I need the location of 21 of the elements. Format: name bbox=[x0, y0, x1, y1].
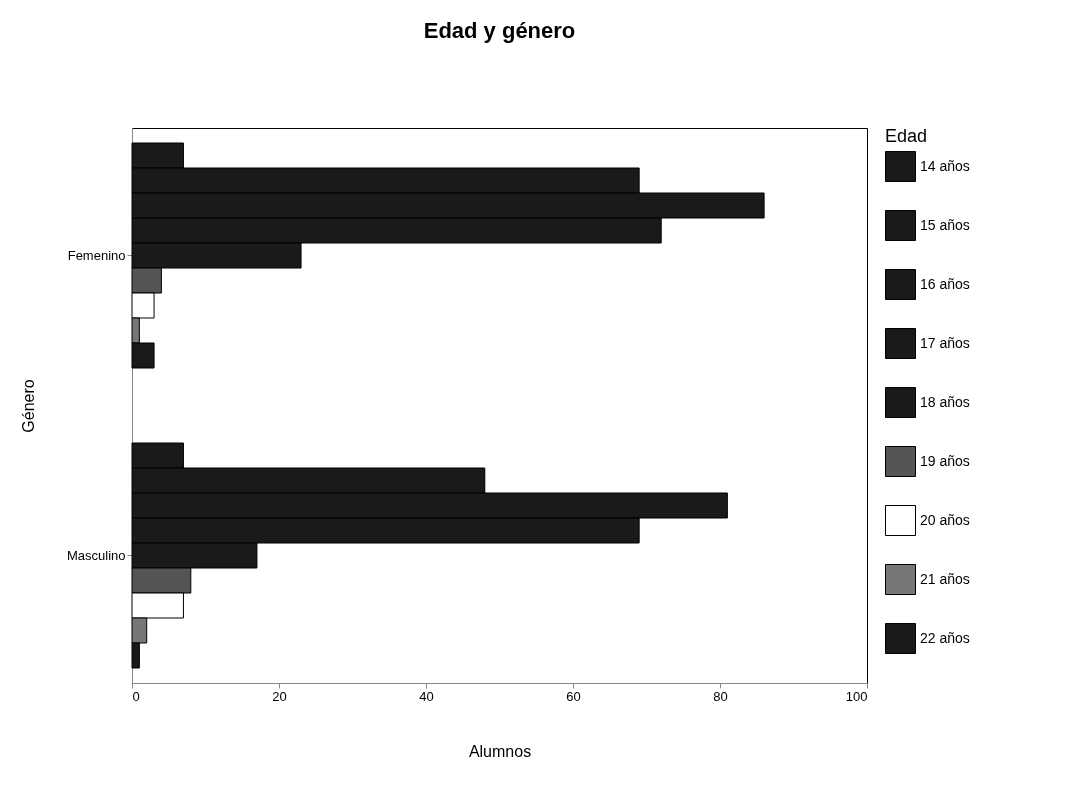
x-tick-label: 80 bbox=[713, 688, 728, 704]
x-tick-label: 100 bbox=[845, 688, 868, 704]
x-axis-title: Alumnos bbox=[468, 742, 532, 760]
x-tick-label: 40 bbox=[419, 688, 434, 704]
legend-label: 22 años bbox=[920, 629, 970, 646]
legend-label: 18 años bbox=[920, 393, 970, 410]
x-tick-label: 20 bbox=[272, 688, 287, 704]
chart-title: Edad y género bbox=[423, 18, 576, 43]
x-tick-label: 60 bbox=[566, 688, 581, 704]
legend-label: 19 años bbox=[920, 452, 970, 469]
x-tick-label: 0 bbox=[132, 688, 140, 704]
y-tick-label: Masculino bbox=[66, 547, 126, 563]
y-tick-label: Femenino bbox=[67, 247, 126, 263]
legend-label: 21 años bbox=[920, 570, 970, 587]
y-axis-title: Género bbox=[19, 379, 37, 433]
legend-label: 14 años bbox=[920, 157, 970, 174]
legend-label: 15 años bbox=[920, 216, 970, 233]
legend-label: 16 años bbox=[920, 275, 970, 292]
legend-title: Edad bbox=[885, 126, 928, 146]
legend-label: 20 años bbox=[920, 511, 970, 528]
legend-label: 17 años bbox=[920, 334, 970, 351]
